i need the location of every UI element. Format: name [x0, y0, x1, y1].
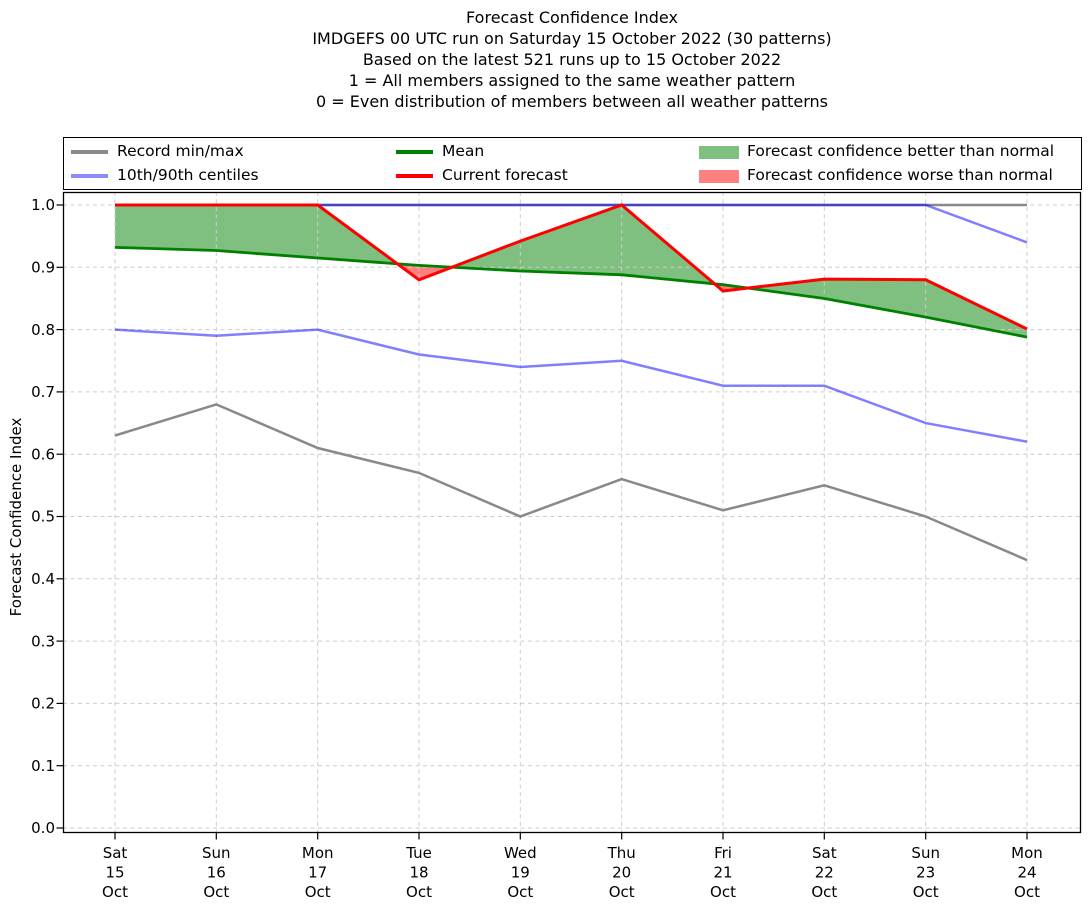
series-record-min: [114, 403, 1028, 562]
x-tick-label: Oct: [913, 883, 939, 901]
title-line-5: 0 = Even distribution of members between…: [315, 92, 829, 111]
x-tick-label: Sun: [911, 844, 940, 862]
legend-item-2: Mean: [396, 140, 568, 164]
y-tick-label: 0.6: [31, 445, 55, 463]
x-tick-label: 22: [815, 864, 834, 882]
y-tick-label: 0.4: [31, 570, 55, 588]
x-tick-label: Sat: [103, 844, 128, 862]
legend-column-0: Record min/max 10th/90th centiles: [71, 140, 259, 188]
x-tick-label: Oct: [203, 883, 229, 901]
y-axis-label: Forecast Confidence Index: [7, 418, 25, 617]
y-tick-label: 0.3: [31, 632, 55, 650]
x-tick-label: Oct: [609, 883, 635, 901]
legend-label-2: Mean: [442, 142, 485, 161]
x-tick-label: Mon: [302, 844, 334, 862]
x-tick-label: Oct: [1014, 883, 1040, 901]
axes: 0.00.10.20.30.40.50.60.70.80.91.0Sat15Oc…: [31, 196, 1043, 901]
y-tick-label: 0.2: [31, 695, 55, 713]
y-tick-label: 0.5: [31, 508, 55, 526]
series-10th-centile: [114, 328, 1028, 443]
x-tick-label: 19: [511, 864, 530, 882]
legend-patch-icon: [699, 145, 739, 159]
x-tick-label: 20: [612, 864, 631, 882]
x-tick-label: 18: [409, 864, 428, 882]
x-tick-label: Sat: [812, 844, 837, 862]
title-line-3: Based on the latest 521 runs up to 15 Oc…: [362, 50, 782, 69]
legend-patch-icon: [699, 169, 739, 183]
x-tick-label: Oct: [305, 883, 331, 901]
y-tick-label: 0.1: [31, 757, 55, 775]
y-tick-label: 1.0: [31, 196, 55, 214]
y-tick-label: 0.7: [31, 383, 55, 401]
x-tick-label: Mon: [1011, 844, 1043, 862]
x-tick-label: Thu: [607, 844, 636, 862]
legend-item-3: Current forecast: [396, 164, 568, 188]
x-tick-label: Tue: [405, 844, 432, 862]
x-tick-label: Oct: [507, 883, 533, 901]
chart-title-block: Forecast Confidence Index IMDGEFS 00 UTC…: [52, 7, 1092, 112]
title-line-4: 1 = All members assigned to the same wea…: [348, 71, 796, 90]
x-tick-label: Oct: [102, 883, 128, 901]
better-than-normal-region: [451, 205, 715, 284]
x-tick-label: Oct: [710, 883, 736, 901]
legend-item-0: Record min/max: [71, 140, 259, 164]
title-line-1: Forecast Confidence Index: [466, 8, 678, 27]
x-tick-label: 23: [916, 864, 935, 882]
legend-line-icon: [71, 150, 108, 154]
x-tick-label: Sun: [202, 844, 231, 862]
x-tick-label: 16: [207, 864, 226, 882]
series-mean: [114, 246, 1028, 339]
plot-border: [62, 191, 1082, 834]
fill-regions: [115, 205, 1027, 338]
legend-label-1: 10th/90th centiles: [117, 166, 259, 185]
x-tick-label: Wed: [504, 844, 537, 862]
x-tick-label: 15: [105, 864, 124, 882]
legend-item-4: Forecast confidence better than normal: [699, 140, 1054, 164]
legend-column-1: Mean Current forecast: [396, 140, 568, 188]
legend-column-2: Forecast confidence better than normal Fo…: [699, 140, 1054, 188]
legend: Record min/max 10th/90th centiles Mean Curr…: [63, 137, 1082, 190]
x-tick-label: 21: [713, 864, 732, 882]
legend-label-3: Current forecast: [442, 166, 568, 185]
series-lines: [114, 203, 1028, 562]
legend-item-1: 10th/90th centiles: [71, 164, 259, 188]
y-tick-label: 0.9: [31, 259, 55, 277]
series-current-forecast: [115, 203, 1028, 331]
legend-line-icon: [396, 150, 433, 154]
legend-line-icon: [71, 174, 108, 178]
title-line-2: IMDGEFS 00 UTC run on Saturday 15 Octobe…: [312, 29, 832, 48]
legend-item-5: Forecast confidence worse than normal: [699, 164, 1054, 188]
legend-label-5: Forecast confidence worse than normal: [747, 166, 1053, 185]
x-tick-label: Oct: [811, 883, 837, 901]
x-tick-label: 24: [1017, 864, 1036, 882]
x-tick-label: Oct: [406, 883, 432, 901]
x-tick-label: 17: [308, 864, 327, 882]
y-tick-label: 0.0: [31, 819, 55, 837]
x-tick-label: Fri: [714, 844, 732, 862]
legend-label-0: Record min/max: [117, 142, 244, 161]
legend-line-icon: [396, 174, 433, 178]
legend-label-4: Forecast confidence better than normal: [747, 142, 1055, 161]
y-tick-label: 0.8: [31, 321, 55, 339]
